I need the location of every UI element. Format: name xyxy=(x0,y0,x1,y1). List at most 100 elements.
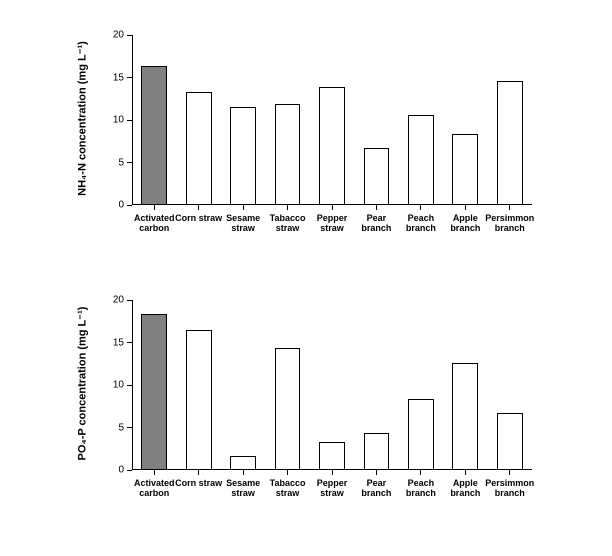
top-xtick-mark xyxy=(198,205,199,210)
top-ytick-label: 10 xyxy=(102,115,124,126)
top-ylabel: NH₄-N concentration (mg L⁻¹) xyxy=(76,29,89,209)
bottom-ytick-label: 20 xyxy=(102,295,124,306)
xcat-line2: straw xyxy=(231,223,255,233)
bottom-bar-corn_straw xyxy=(186,330,212,470)
top-xcat-corn_straw: Corn straw xyxy=(173,213,223,223)
top-xcat-apple_branch: Applebranch xyxy=(440,213,490,234)
top-ytick-label: 15 xyxy=(102,72,124,83)
bottom-xcat-peach_branch: Peachbranch xyxy=(396,478,446,499)
top-bar-peach_branch xyxy=(408,115,434,205)
xcat-line2: branch xyxy=(406,488,436,498)
bottom-ytick-mark xyxy=(127,470,132,471)
xcat-line1: Pepper xyxy=(317,478,348,488)
bottom-xtick-mark xyxy=(287,470,288,475)
xcat-line2: straw xyxy=(231,488,255,498)
xcat-line1: Activated xyxy=(134,213,175,223)
bottom-bar-apple_branch xyxy=(452,363,478,470)
xcat-line2: branch xyxy=(361,488,391,498)
top-xtick-mark xyxy=(287,205,288,210)
xcat-line1: Persimmon xyxy=(485,213,534,223)
xcat-line1: Corn straw xyxy=(175,478,222,488)
xcat-line2: straw xyxy=(276,223,300,233)
top-bar-persimmon_branch xyxy=(497,81,523,205)
top-bar-sesame_straw xyxy=(230,107,256,205)
xcat-line1: Corn straw xyxy=(175,213,222,223)
xcat-line1: Tabacco xyxy=(270,478,306,488)
xcat-line1: Persimmon xyxy=(485,478,534,488)
top-xtick-mark xyxy=(376,205,377,210)
xcat-line1: Tabacco xyxy=(270,213,306,223)
bottom-xcat-persimmon_branch: Persimmonbranch xyxy=(485,478,535,499)
xcat-line2: branch xyxy=(450,488,480,498)
bottom-xcat-corn_straw: Corn straw xyxy=(173,478,223,488)
top-bar-pear_branch xyxy=(364,148,390,205)
bottom-bar-sesame_straw xyxy=(230,456,256,470)
bottom-ytick-mark xyxy=(127,342,132,343)
top-xcat-persimmon_branch: Persimmonbranch xyxy=(485,213,535,234)
top-ytick-mark xyxy=(127,35,132,36)
bottom-ytick-label: 5 xyxy=(102,422,124,433)
bottom-ytick-label: 10 xyxy=(102,380,124,391)
xcat-line2: branch xyxy=(361,223,391,233)
xcat-line1: Sesame xyxy=(226,213,260,223)
bottom-xtick-mark xyxy=(198,470,199,475)
top-xcat-pear_branch: Pearbranch xyxy=(351,213,401,234)
top-xtick-mark xyxy=(332,205,333,210)
top-xtick-mark xyxy=(154,205,155,210)
top-xcat-sesame_straw: Sesamestraw xyxy=(218,213,268,234)
bottom-ytick-mark xyxy=(127,427,132,428)
bottom-bar-activated_carbon xyxy=(141,314,167,470)
bottom-xtick-mark xyxy=(420,470,421,475)
bottom-xcat-pear_branch: Pearbranch xyxy=(351,478,401,499)
top-bar-activated_carbon xyxy=(141,66,167,205)
top-xcat-activated_carbon: Activatedcarbon xyxy=(129,213,179,234)
bottom-xtick-mark xyxy=(509,470,510,475)
xcat-line2: branch xyxy=(495,223,525,233)
xcat-line2: branch xyxy=(450,223,480,233)
top-xcat-pepper_straw: Pepperstraw xyxy=(307,213,357,234)
bottom-xtick-mark xyxy=(154,470,155,475)
xcat-line1: Apple xyxy=(453,213,478,223)
xcat-line2: straw xyxy=(276,488,300,498)
top-bar-corn_straw xyxy=(186,92,212,205)
bottom-xcat-apple_branch: Applebranch xyxy=(440,478,490,499)
xcat-line1: Apple xyxy=(453,478,478,488)
bottom-xcat-activated_carbon: Activatedcarbon xyxy=(129,478,179,499)
top-xtick-mark xyxy=(509,205,510,210)
top-ytick-mark xyxy=(127,205,132,206)
bottom-xtick-mark xyxy=(332,470,333,475)
bottom-xcat-sesame_straw: Sesamestraw xyxy=(218,478,268,499)
bottom-ytick-label: 0 xyxy=(102,465,124,476)
top-xtick-mark xyxy=(243,205,244,210)
xcat-line2: branch xyxy=(495,488,525,498)
top-xtick-mark xyxy=(465,205,466,210)
xcat-line1: Pear xyxy=(367,478,387,488)
xcat-line1: Peach xyxy=(408,213,435,223)
bottom-xtick-mark xyxy=(465,470,466,475)
top-ytick-label: 20 xyxy=(102,30,124,41)
xcat-line2: carbon xyxy=(139,223,169,233)
top-bar-apple_branch xyxy=(452,134,478,205)
bottom-bar-tabacco_straw xyxy=(275,348,301,470)
xcat-line1: Activated xyxy=(134,478,175,488)
top-xcat-peach_branch: Peachbranch xyxy=(396,213,446,234)
bottom-bar-pear_branch xyxy=(364,433,390,470)
xcat-line2: branch xyxy=(406,223,436,233)
top-bar-pepper_straw xyxy=(319,87,345,205)
xcat-line2: carbon xyxy=(139,488,169,498)
bottom-xcat-pepper_straw: Pepperstraw xyxy=(307,478,357,499)
bottom-ytick-mark xyxy=(127,300,132,301)
top-ytick-mark xyxy=(127,120,132,121)
xcat-line2: straw xyxy=(320,223,344,233)
bottom-ytick-label: 15 xyxy=(102,337,124,348)
bottom-ylabel: PO₄-P concentration (mg L⁻¹) xyxy=(76,294,89,474)
bottom-ytick-mark xyxy=(127,385,132,386)
xcat-line1: Pear xyxy=(367,213,387,223)
top-ytick-mark xyxy=(127,77,132,78)
top-xtick-mark xyxy=(420,205,421,210)
figure: 0 5 10 15 20 NH₄-N concentration (mg L⁻¹) Acti… xyxy=(0,0,612,556)
top-ytick-mark xyxy=(127,162,132,163)
bottom-bar-peach_branch xyxy=(408,399,434,470)
top-ytick-label: 0 xyxy=(102,200,124,211)
top-ytick-label: 5 xyxy=(102,157,124,168)
